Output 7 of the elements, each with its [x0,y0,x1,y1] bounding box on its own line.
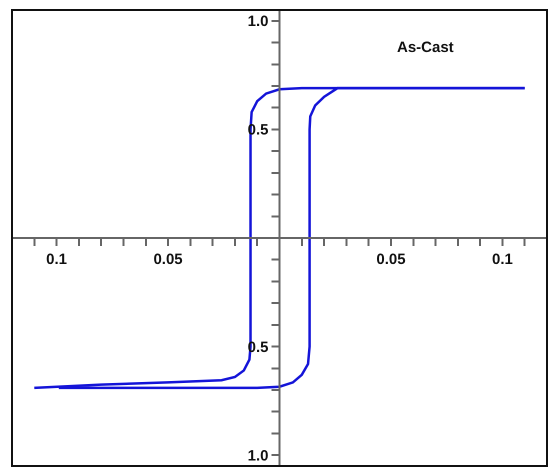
annotation: As-Cast [397,39,454,56]
y-tick-label: 1.0 [248,13,268,30]
y-tick-label: 1.0 [248,447,268,464]
x-tick-label: 0.05 [376,251,406,268]
x-tick-label: 0.1 [492,251,513,268]
x-tick-label: 0.1 [46,251,68,268]
x-tick-label: 0.05 [153,251,183,268]
